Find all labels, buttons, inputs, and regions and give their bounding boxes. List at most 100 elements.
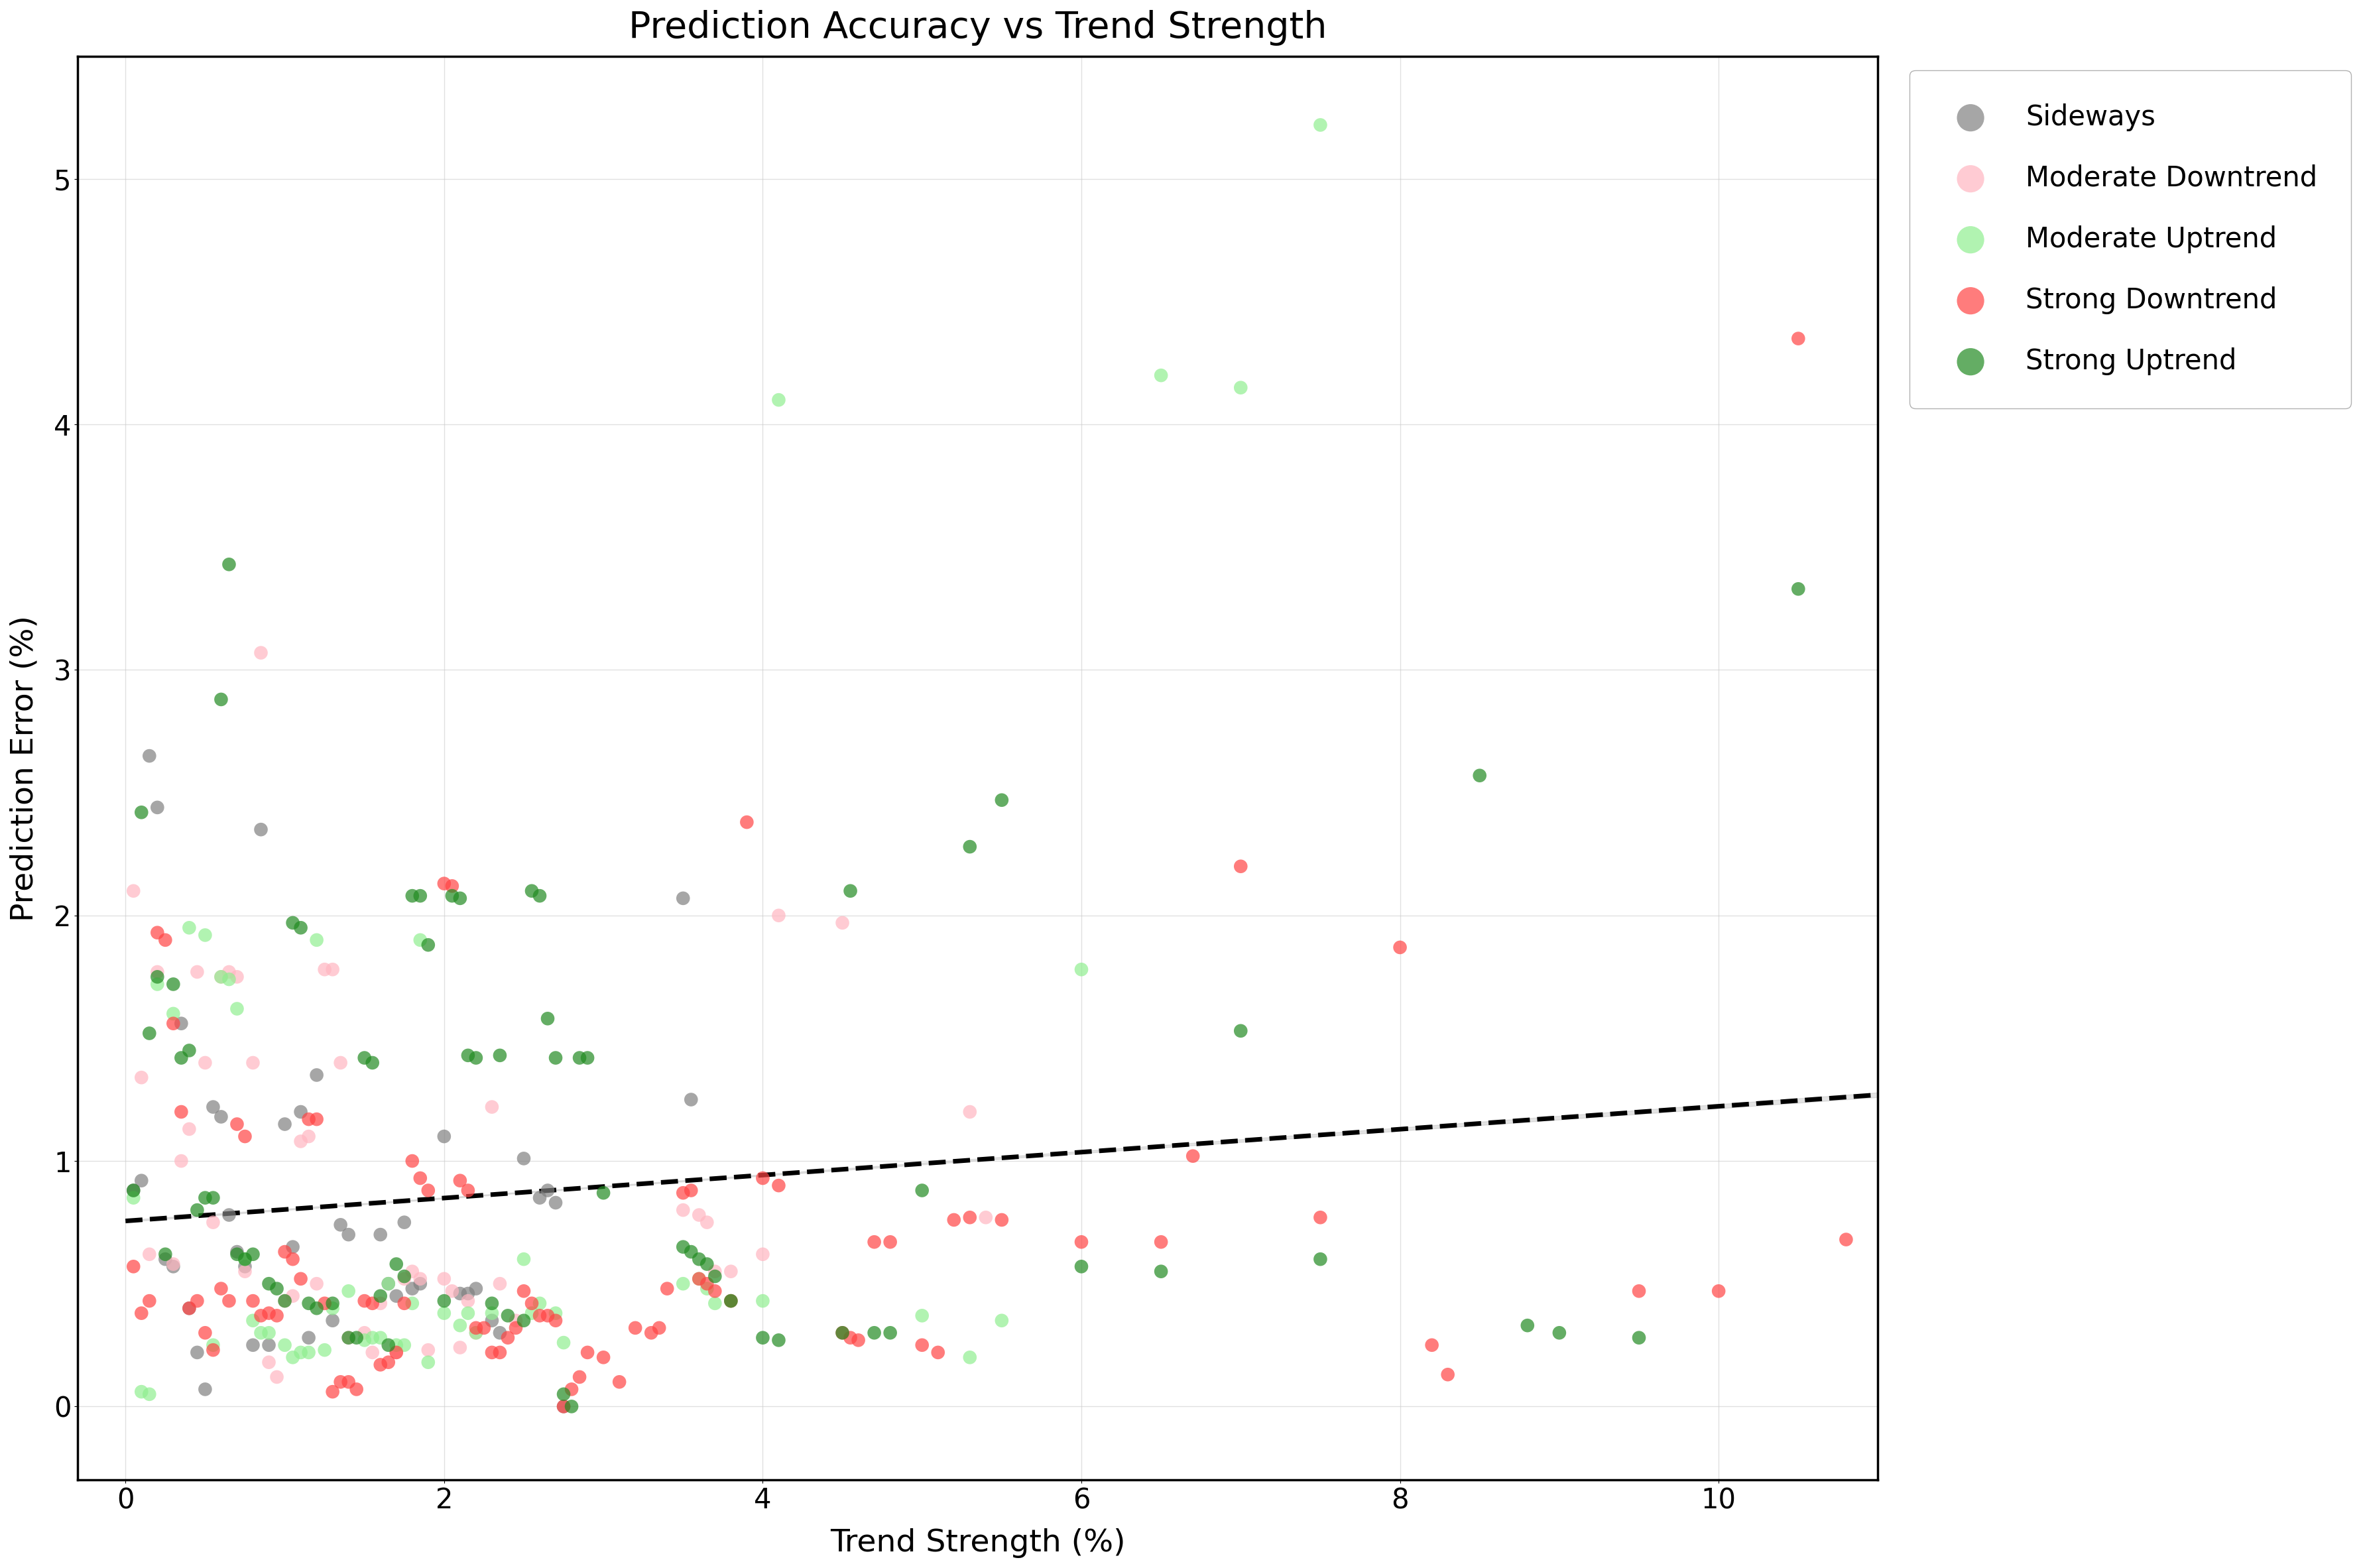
Strong Downtrend xyxy=(385,1290,423,1316)
Moderate Uptrend xyxy=(472,1300,510,1325)
Strong Downtrend xyxy=(321,1369,359,1394)
Sideways xyxy=(267,1112,305,1137)
Strong Uptrend xyxy=(569,1046,607,1071)
Sideways xyxy=(139,795,177,820)
Strong Uptrend xyxy=(116,1178,153,1203)
Sideways xyxy=(123,1168,161,1193)
Moderate Downtrend xyxy=(378,1341,416,1366)
Strong Uptrend xyxy=(432,883,470,908)
Strong Downtrend xyxy=(496,1316,534,1341)
Strong Uptrend xyxy=(1620,1325,1657,1350)
Strong Downtrend xyxy=(680,1267,718,1292)
Strong Downtrend xyxy=(760,1173,798,1198)
Moderate Uptrend xyxy=(116,1185,153,1210)
Strong Uptrend xyxy=(489,1303,527,1328)
Title: Prediction Accuracy vs Trend Strength: Prediction Accuracy vs Trend Strength xyxy=(628,9,1327,45)
Strong Uptrend xyxy=(297,1295,335,1320)
Strong Uptrend xyxy=(1301,1247,1339,1272)
Strong Downtrend xyxy=(227,1124,264,1149)
Strong Downtrend xyxy=(1173,1143,1211,1168)
Moderate Downtrend xyxy=(163,1148,201,1173)
Strong Downtrend xyxy=(482,1341,519,1366)
Sideways xyxy=(217,1239,255,1264)
Strong Uptrend xyxy=(187,1185,224,1210)
Y-axis label: Prediction Error (%): Prediction Error (%) xyxy=(9,615,40,922)
Strong Downtrend xyxy=(904,1333,942,1358)
Strong Uptrend xyxy=(687,1251,725,1276)
Moderate Uptrend xyxy=(663,1272,701,1297)
Sideways xyxy=(194,1094,231,1120)
Sideways xyxy=(314,1308,352,1333)
Strong Uptrend xyxy=(552,1394,590,1419)
Moderate Downtrend xyxy=(354,1341,392,1366)
Strong Uptrend xyxy=(146,1242,184,1267)
Strong Uptrend xyxy=(536,1046,574,1071)
Strong Uptrend xyxy=(760,1328,798,1353)
Moderate Uptrend xyxy=(194,1333,231,1358)
Strong Uptrend xyxy=(586,1181,623,1206)
Moderate Uptrend xyxy=(368,1272,406,1297)
Strong Downtrend xyxy=(345,1289,382,1314)
Sideways xyxy=(179,1341,217,1366)
Moderate Downtrend xyxy=(472,1094,510,1120)
Moderate Downtrend xyxy=(401,1267,439,1292)
Sideways xyxy=(449,1281,486,1306)
Strong Uptrend xyxy=(234,1242,272,1267)
Sideways xyxy=(385,1210,423,1236)
Moderate Uptrend xyxy=(139,972,177,997)
Strong Uptrend xyxy=(1221,1018,1258,1043)
Moderate Downtrend xyxy=(458,1320,496,1345)
Moderate Downtrend xyxy=(170,1116,208,1142)
Moderate Uptrend xyxy=(744,1289,781,1314)
Strong Uptrend xyxy=(338,1325,375,1350)
Moderate Uptrend xyxy=(170,916,208,941)
Moderate Downtrend xyxy=(713,1259,751,1284)
Strong Uptrend xyxy=(354,1051,392,1076)
Sideways xyxy=(163,1011,201,1036)
Strong Downtrend xyxy=(203,1276,241,1301)
Strong Downtrend xyxy=(633,1320,671,1345)
Strong Downtrend xyxy=(368,1350,406,1375)
Moderate Downtrend xyxy=(663,1198,701,1223)
Strong Uptrend xyxy=(522,883,560,908)
Strong Downtrend xyxy=(1620,1278,1657,1303)
Moderate Downtrend xyxy=(314,956,352,982)
Moderate Uptrend xyxy=(536,1300,574,1325)
Strong Downtrend xyxy=(713,1289,751,1314)
Moderate Downtrend xyxy=(425,1267,463,1292)
Moderate Downtrend xyxy=(496,1308,534,1333)
Sideways xyxy=(545,1394,583,1419)
Moderate Uptrend xyxy=(187,922,224,947)
Strong Downtrend xyxy=(331,1369,368,1394)
Sideways xyxy=(227,1254,264,1279)
Strong Downtrend xyxy=(281,1267,319,1292)
Strong Downtrend xyxy=(560,1364,597,1389)
Strong Downtrend xyxy=(522,1303,560,1328)
Moderate Uptrend xyxy=(267,1333,305,1358)
Strong Downtrend xyxy=(378,1341,416,1366)
Moderate Downtrend xyxy=(210,960,248,985)
Moderate Downtrend xyxy=(321,1051,359,1076)
Strong Uptrend xyxy=(130,1021,168,1046)
Strong Downtrend xyxy=(153,1011,191,1036)
Strong Uptrend xyxy=(472,1290,510,1316)
Moderate Downtrend xyxy=(361,1290,399,1316)
Moderate Downtrend xyxy=(687,1210,725,1236)
Moderate Uptrend xyxy=(512,1300,550,1325)
Strong Downtrend xyxy=(394,1148,432,1173)
Strong Uptrend xyxy=(331,1325,368,1350)
Strong Downtrend xyxy=(408,1178,446,1203)
Moderate Uptrend xyxy=(680,1267,718,1292)
Strong Downtrend xyxy=(234,1289,272,1314)
Moderate Downtrend xyxy=(187,1051,224,1076)
Strong Downtrend xyxy=(512,1290,550,1316)
Moderate Uptrend xyxy=(1062,956,1100,982)
Moderate Downtrend xyxy=(281,1129,319,1154)
Strong Uptrend xyxy=(713,1289,751,1314)
Strong Downtrend xyxy=(449,1178,486,1203)
Moderate Downtrend xyxy=(744,1242,781,1267)
Strong Downtrend xyxy=(187,1320,224,1345)
Moderate Downtrend xyxy=(179,960,217,985)
Strong Uptrend xyxy=(345,1046,382,1071)
Sideways xyxy=(290,1325,328,1350)
